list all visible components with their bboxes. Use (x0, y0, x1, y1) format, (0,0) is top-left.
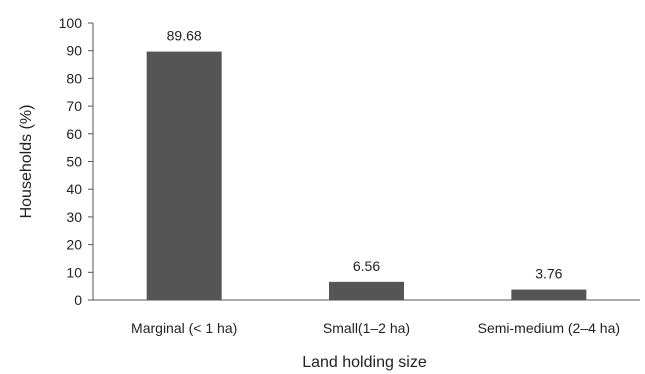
y-tick-label: 0 (74, 292, 82, 308)
bars-group: 89.68 6.56 3.76 (146, 28, 587, 301)
y-axis-ticks: 0 10 20 30 40 50 60 70 80 90 100 (59, 15, 93, 308)
data-label: 89.68 (167, 28, 202, 44)
x-category-label: Marginal (< 1 ha) (131, 320, 237, 336)
y-axis-title: Households (%) (18, 105, 35, 219)
data-label: 6.56 (353, 258, 380, 274)
y-tick-label: 70 (66, 98, 82, 114)
y-tick-label: 100 (59, 15, 83, 31)
y-tick-label: 90 (66, 43, 82, 59)
y-tick-label: 80 (66, 70, 82, 86)
x-axis-title: Land holding size (302, 354, 427, 371)
x-axis-categories: Marginal (< 1 ha) Small(1–2 ha) Semi-mediu… (131, 320, 620, 336)
y-tick-label: 30 (66, 209, 82, 225)
bar (146, 51, 222, 301)
data-label: 3.76 (535, 266, 562, 282)
y-tick-label: 40 (66, 181, 82, 197)
x-category-label: Semi-medium (2–4 ha) (478, 320, 620, 336)
y-tick-label: 50 (66, 154, 82, 170)
bar (511, 289, 587, 300)
x-category-label: Small(1–2 ha) (323, 320, 410, 336)
y-tick-label: 20 (66, 237, 82, 253)
bar (329, 281, 404, 300)
y-tick-label: 60 (66, 126, 82, 142)
y-tick-label: 10 (66, 264, 82, 280)
